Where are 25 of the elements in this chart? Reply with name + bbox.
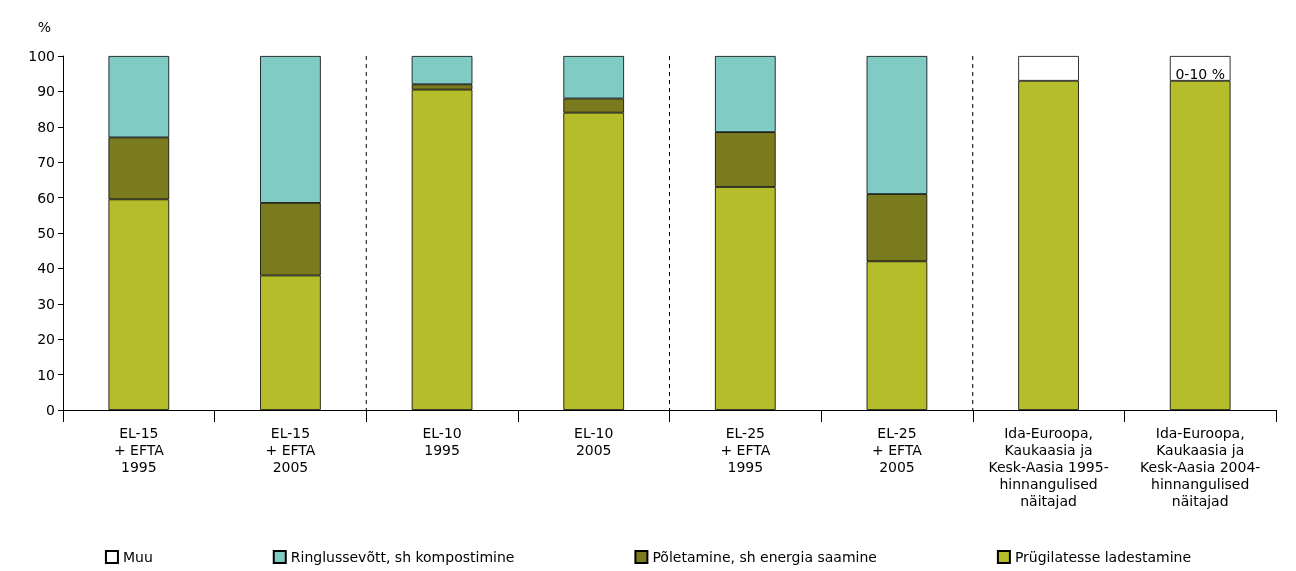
x-tick-label: EL-25 + EFTA 2005	[872, 424, 923, 475]
y-tick-label: 80	[37, 118, 55, 135]
x-tick-label: Ida-Euroopa, Kaukaasia ja Kesk-Aasia 1995- hinnangulised näitajad	[988, 424, 1109, 509]
legend-label: Prügilatesse ladestamine	[1014, 549, 1192, 565]
x-tick-label: EL-10 1995	[422, 424, 462, 458]
y-tick-label: 10	[37, 366, 55, 383]
y-tick-label: 40	[37, 260, 55, 277]
y-tick-label: 20	[37, 331, 55, 348]
y-tick-label: 50	[37, 225, 55, 241]
legend-label: Põletamine, sh energia saamine	[652, 549, 877, 565]
legend-label: Muu	[122, 549, 153, 565]
y-tick-label: 90	[37, 83, 55, 100]
y-tick-label: 100	[28, 48, 55, 64]
y-tick-label: 30	[37, 295, 55, 312]
x-tick-label: EL-25 + EFTA 1995	[720, 424, 771, 475]
x-tick-label: EL-15 + EFTA 1995	[113, 424, 165, 475]
y-tick-label: 0	[46, 402, 55, 418]
y-axis-title: %	[37, 19, 51, 35]
legend-label: Ringlussevõtt, sh kompostimine	[290, 549, 515, 565]
x-tick-label: EL-10 2005	[574, 424, 614, 458]
x-tick-label: Ida-Euroopa, Kaukaasia ja Kesk-Aasia 2004- hinnangulised näitajad	[1140, 424, 1261, 509]
annotation: 0-10 %	[1175, 65, 1225, 82]
y-tick-label: 60	[37, 189, 55, 206]
y-tick-label: 70	[37, 154, 55, 171]
x-tick-label: EL-15 + EFTA 2005	[265, 424, 316, 475]
